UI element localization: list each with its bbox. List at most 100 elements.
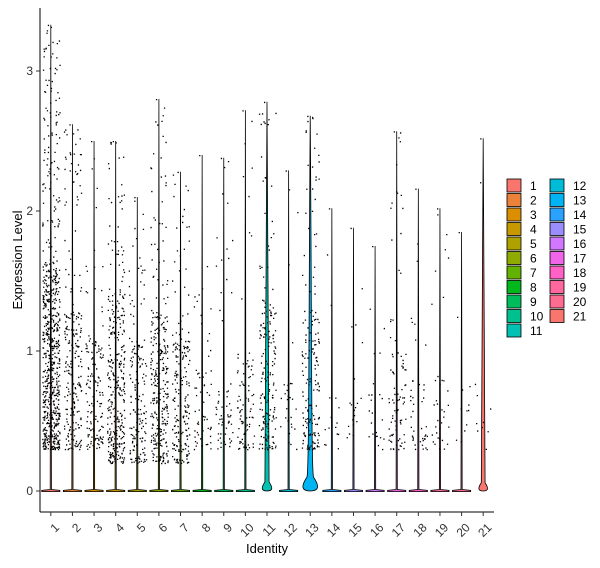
jitter-points-layer bbox=[42, 24, 492, 465]
points-cluster-6 bbox=[150, 99, 169, 465]
legend-item-4: 4 bbox=[506, 222, 537, 237]
violin-cluster-15 bbox=[343, 227, 363, 492]
legend-label: 10 bbox=[530, 310, 544, 324]
x-tick-label: 16 bbox=[367, 520, 387, 540]
violin-cluster-6 bbox=[149, 98, 169, 492]
legend-item-14: 14 bbox=[549, 207, 587, 222]
violin-cluster-19 bbox=[430, 208, 450, 492]
legend-item-2: 2 bbox=[506, 193, 537, 208]
x-tick-label: 7 bbox=[177, 520, 192, 535]
violin-cluster-14 bbox=[322, 208, 342, 492]
points-cluster-2 bbox=[63, 124, 83, 451]
x-tick-label: 1 bbox=[48, 520, 63, 535]
violin-cluster-10 bbox=[235, 110, 255, 492]
x-tick-label: 19 bbox=[432, 520, 452, 540]
legend-label: 15 bbox=[573, 223, 587, 237]
x-tick-label: 6 bbox=[156, 520, 171, 535]
legend-label: 21 bbox=[573, 310, 587, 324]
violin-cluster-18 bbox=[408, 188, 428, 492]
x-tick-label: 2 bbox=[69, 520, 84, 535]
legend-swatch bbox=[549, 251, 565, 265]
x-tick-label: 10 bbox=[237, 520, 257, 540]
points-cluster-13 bbox=[301, 115, 320, 451]
x-tick-label: 15 bbox=[345, 520, 365, 540]
y-tick-label: 0 bbox=[26, 484, 33, 498]
legend-label: 19 bbox=[573, 281, 587, 295]
violin-cluster-11 bbox=[261, 101, 273, 492]
legend-item-8: 8 bbox=[506, 280, 537, 295]
x-tick-label: 21 bbox=[475, 520, 495, 540]
legend-item-1: 1 bbox=[506, 178, 537, 193]
legend-swatch bbox=[549, 294, 565, 309]
legend-swatch bbox=[506, 178, 522, 193]
legend-swatch bbox=[506, 193, 522, 207]
violin-layer bbox=[41, 24, 488, 492]
x-tick-label: 8 bbox=[199, 520, 214, 535]
legend-label: 18 bbox=[573, 266, 587, 280]
x-tick-label: 20 bbox=[454, 520, 474, 540]
legend-item-3: 3 bbox=[506, 207, 537, 222]
points-cluster-20 bbox=[455, 232, 471, 443]
violin-cluster-1 bbox=[41, 24, 61, 492]
legend-swatch bbox=[549, 193, 565, 207]
x-tick-label: 14 bbox=[324, 520, 344, 540]
x-tick-label: 13 bbox=[302, 520, 322, 540]
legend-item-15: 15 bbox=[549, 222, 587, 237]
legend-item-5: 5 bbox=[506, 236, 537, 251]
legend-label: 8 bbox=[530, 281, 537, 295]
violin-cluster-20 bbox=[452, 231, 472, 492]
x-tick-label: 9 bbox=[220, 520, 235, 535]
y-tick-label: 2 bbox=[26, 204, 33, 218]
legend-item-9: 9 bbox=[506, 294, 537, 309]
y-tick-label: 1 bbox=[26, 344, 33, 358]
legend-swatch bbox=[506, 207, 522, 222]
legend-swatch bbox=[549, 222, 565, 236]
y-tick-label: 3 bbox=[26, 64, 33, 78]
legend-label: 3 bbox=[530, 208, 537, 222]
x-tick-label: 12 bbox=[281, 520, 301, 540]
x-tick-label: 5 bbox=[134, 520, 149, 535]
violin-cluster-4 bbox=[106, 140, 126, 492]
legend-swatch bbox=[549, 236, 565, 251]
legend-label: 7 bbox=[530, 266, 537, 280]
legend-item-11: 11 bbox=[506, 323, 543, 338]
legend-item-7: 7 bbox=[506, 265, 537, 280]
violin-cluster-7 bbox=[171, 171, 191, 492]
legend-label: 1 bbox=[530, 179, 537, 193]
legend-swatch bbox=[506, 323, 522, 338]
legend-swatch bbox=[549, 178, 565, 193]
legend-label: 5 bbox=[530, 237, 537, 251]
legend-swatch bbox=[506, 294, 522, 309]
violin-cluster-2 bbox=[62, 124, 82, 492]
violin-cluster-17 bbox=[387, 131, 407, 492]
y-axis-title: Expression Level bbox=[10, 210, 25, 309]
legend-item-16: 16 bbox=[549, 236, 587, 251]
legend-label: 20 bbox=[573, 295, 587, 309]
legend-swatch bbox=[506, 222, 522, 236]
legend-label: 4 bbox=[530, 223, 537, 237]
legend-swatch bbox=[506, 236, 522, 251]
violin-cluster-12 bbox=[279, 170, 299, 492]
points-cluster-7 bbox=[172, 171, 191, 465]
x-tick-label: 18 bbox=[410, 520, 430, 540]
legend-swatch bbox=[549, 265, 565, 280]
violin-cluster-21 bbox=[478, 138, 488, 492]
legend-swatch bbox=[506, 280, 522, 294]
legend-item-10: 10 bbox=[506, 309, 544, 324]
legend-swatch bbox=[506, 251, 522, 265]
legend-label: 9 bbox=[530, 295, 537, 309]
violin-cluster-3 bbox=[84, 140, 104, 492]
legend-item-19: 19 bbox=[549, 280, 587, 295]
violin-cluster-9 bbox=[214, 157, 234, 492]
legend-label: 12 bbox=[573, 179, 587, 193]
legend-label: 2 bbox=[530, 194, 537, 208]
y-ticks: 0 1 2 3 bbox=[26, 64, 40, 498]
violin-cluster-5 bbox=[127, 196, 147, 492]
legend-swatch bbox=[506, 309, 522, 323]
x-tick-label: 3 bbox=[91, 520, 106, 535]
points-cluster-3 bbox=[85, 141, 104, 450]
x-tick-label: 4 bbox=[112, 520, 127, 535]
legend-swatch bbox=[549, 207, 565, 222]
points-cluster-16 bbox=[368, 246, 385, 451]
